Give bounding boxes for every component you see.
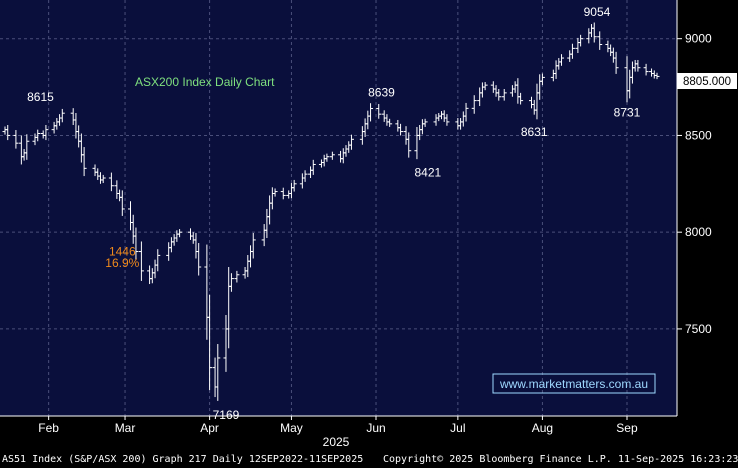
ohlc-bar bbox=[228, 273, 234, 292]
x-tick-label: Jun bbox=[366, 421, 385, 435]
x-tick-label: Feb bbox=[38, 421, 59, 435]
ohlc-bar bbox=[133, 227, 139, 261]
ohlc-bar bbox=[250, 232, 256, 259]
footer-security-info: AS51 Index (S&P/ASX 200) Graph 217 Daily… bbox=[2, 454, 364, 465]
x-axis-year-label: 2025 bbox=[323, 435, 350, 449]
x-tick-label: Aug bbox=[532, 421, 553, 435]
annotation-label: 7169 bbox=[213, 408, 240, 422]
annotation-label: 8615 bbox=[27, 90, 54, 104]
footer-timestamp: 11-Sep-2025 16:23:23 bbox=[618, 454, 738, 465]
ohlc-bar bbox=[482, 82, 488, 91]
y-tick-label: 7500 bbox=[685, 322, 712, 336]
ohlc-bar bbox=[376, 103, 382, 119]
ohlc-bar bbox=[100, 174, 106, 184]
annotation-label: 8631 bbox=[521, 125, 548, 139]
ohlc-bar bbox=[559, 54, 565, 66]
annotation-label: 8639 bbox=[368, 86, 395, 100]
chart-title: ASX200 Index Daily Chart bbox=[135, 75, 275, 89]
y-tick-label: 9000 bbox=[685, 32, 712, 46]
ohlc-bar bbox=[444, 114, 450, 126]
ohlc-bar bbox=[81, 147, 87, 177]
ohlc-bar bbox=[59, 108, 65, 123]
ohlc-bar bbox=[569, 43, 575, 59]
ohlc-bar bbox=[643, 63, 649, 76]
annotation-label: 8421 bbox=[414, 166, 441, 180]
ohlc-bar bbox=[196, 243, 202, 276]
ohlc-bar bbox=[177, 229, 183, 238]
x-tick-label: Jul bbox=[450, 421, 465, 435]
ohlc-bar bbox=[291, 179, 297, 192]
ohlc-bar bbox=[108, 172, 114, 192]
watermark-text[interactable]: www.marketmatters.com.au bbox=[499, 377, 648, 391]
ohlc-bar bbox=[591, 22, 597, 43]
y-axis: 7500 8000 8500 9000 bbox=[676, 0, 712, 416]
ohlc-bar bbox=[5, 124, 11, 141]
ohlc-bar bbox=[138, 241, 144, 281]
last-price-box bbox=[677, 73, 737, 89]
ohlc-bar bbox=[578, 34, 584, 47]
ohlc-bar bbox=[324, 153, 330, 162]
ohlc-bar bbox=[422, 118, 428, 127]
price-bars bbox=[2, 22, 660, 401]
ohlc-bar bbox=[539, 73, 545, 86]
ohlc-bar bbox=[406, 132, 412, 158]
x-tick-label: Sep bbox=[616, 421, 638, 435]
ohlc-bar bbox=[613, 51, 619, 74]
ohlc-bar bbox=[24, 134, 30, 160]
ohlc-bar bbox=[635, 59, 641, 72]
last-price-value: 8805.000 bbox=[683, 76, 731, 88]
annotation-label: 1446 bbox=[109, 244, 136, 258]
ohlc-bar bbox=[471, 95, 477, 114]
ohlc-bar bbox=[463, 102, 469, 122]
ohlc-bar bbox=[654, 72, 660, 80]
plot-background bbox=[0, 0, 677, 416]
ohlc-bar bbox=[348, 134, 354, 150]
grid-lines bbox=[0, 0, 677, 416]
ohlc-bar bbox=[280, 187, 286, 200]
watermark[interactable]: www.marketmatters.com.au bbox=[492, 373, 656, 394]
ohlc-bar bbox=[368, 103, 374, 122]
x-axis: Feb Mar Apr May Jun Jul Aug Sep bbox=[0, 415, 677, 435]
ohlc-bar bbox=[329, 151, 335, 160]
ohlc-bar bbox=[501, 89, 507, 101]
ohlc-bar bbox=[597, 31, 603, 50]
footer-bar: AS51 Index (S&P/ASX 200) Graph 217 Daily… bbox=[0, 451, 738, 468]
ohlc-bar bbox=[302, 170, 308, 182]
y-tick-label: 8500 bbox=[685, 128, 712, 142]
ohlc-bar bbox=[496, 89, 502, 101]
y-tick-label: 8000 bbox=[685, 225, 712, 239]
x-tick-label: Mar bbox=[115, 421, 136, 435]
ohlc-bar bbox=[234, 270, 240, 283]
ohlc-bar bbox=[35, 129, 41, 142]
ohlc-bar bbox=[518, 92, 524, 105]
last-price-tag: 8805.000 bbox=[677, 73, 737, 89]
ohlc-bar bbox=[310, 159, 316, 175]
annotation-label: 8731 bbox=[614, 106, 641, 120]
ohlc-bar bbox=[155, 249, 161, 272]
watermark-box bbox=[492, 373, 656, 394]
ohlc-bar bbox=[13, 130, 19, 149]
annotation-label: 16.9% bbox=[105, 256, 139, 270]
ohlc-bar bbox=[398, 123, 404, 136]
annotation-label: 9054 bbox=[584, 5, 611, 19]
ohlc-bar bbox=[119, 190, 125, 216]
ohlc-bar bbox=[215, 344, 221, 401]
ohlc-bar bbox=[43, 124, 49, 141]
ohlc-bar bbox=[272, 188, 278, 197]
x-tick-label: Apr bbox=[200, 421, 219, 435]
ohlc-bar bbox=[207, 294, 213, 391]
ohlc-bar bbox=[387, 118, 393, 127]
footer-copyright: Copyright© 2025 Bloomberg Finance L.P. bbox=[383, 454, 612, 465]
x-tick-label: May bbox=[280, 421, 303, 435]
